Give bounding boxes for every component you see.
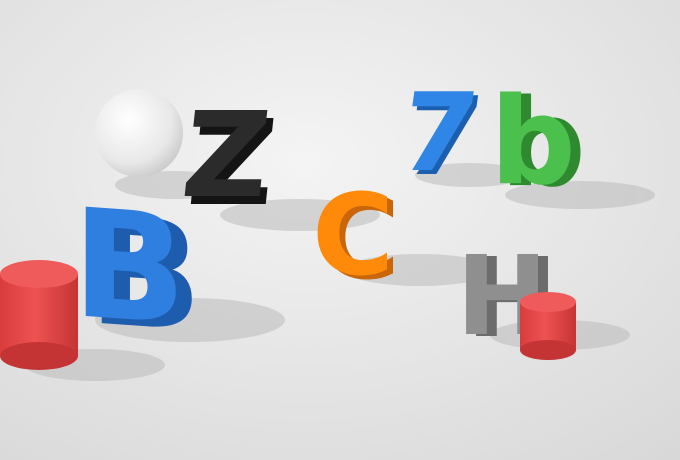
letter-b-lower-face: b	[490, 73, 576, 212]
letter-b-lower: b b	[490, 73, 586, 214]
svg-text:7: 7	[397, 73, 490, 199]
letter-z: Z Z	[176, 86, 282, 232]
letter-c: C C	[312, 171, 400, 305]
svg-text:Z: Z	[183, 94, 283, 232]
letter-z-face: Z	[176, 86, 276, 224]
svg-text:b: b	[500, 75, 586, 214]
red-cylinder-large-top	[0, 260, 78, 288]
letter-b-upper: B B	[72, 177, 202, 366]
letter-b-upper-face: B	[72, 177, 186, 359]
red-cylinder-large	[0, 260, 78, 370]
svg-text:C: C	[318, 175, 400, 305]
digit-7-face: 7	[392, 69, 485, 195]
svg-text:B: B	[88, 184, 202, 366]
letter-c-face: C	[312, 171, 394, 301]
white-sphere	[95, 89, 183, 177]
red-cylinder-small	[520, 292, 576, 360]
digit-7: 7 7	[392, 69, 489, 199]
red-cylinder-small-top	[520, 292, 576, 312]
